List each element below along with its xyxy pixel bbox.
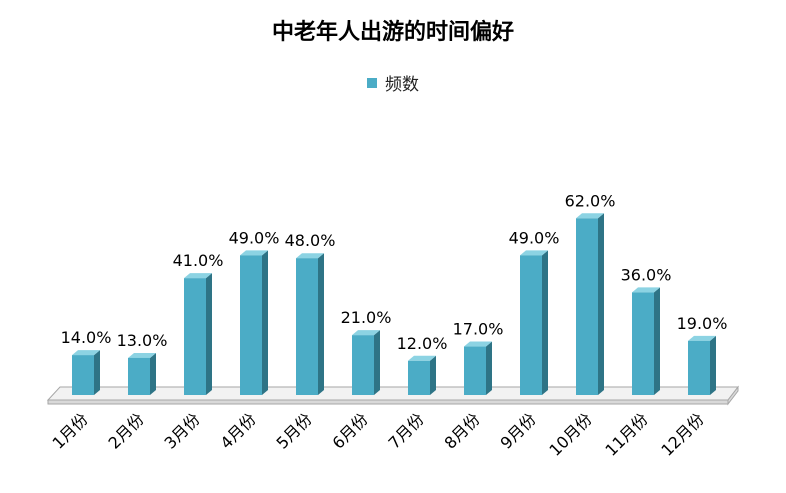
x-tick-label: 3月份 xyxy=(161,409,204,452)
bar-side xyxy=(318,253,324,395)
bar-top xyxy=(520,250,548,256)
bar xyxy=(576,218,598,395)
data-label: 13.0% xyxy=(117,331,168,350)
legend-swatch xyxy=(367,77,377,88)
bar-side xyxy=(206,273,212,395)
bar xyxy=(128,357,150,395)
data-label: 14.0% xyxy=(61,328,112,347)
bar-top xyxy=(632,287,660,293)
bar-top xyxy=(128,352,156,358)
x-tick-label: 12月份 xyxy=(657,409,707,459)
bar xyxy=(688,340,710,395)
floor-side xyxy=(727,385,739,406)
data-label: 12.0% xyxy=(397,334,448,353)
bar-top xyxy=(72,350,100,356)
x-tick-label: 8月份 xyxy=(441,409,484,452)
bar-side xyxy=(598,213,604,395)
bar-side xyxy=(94,350,100,395)
x-tick-label: 11月份 xyxy=(601,409,651,459)
x-tick-label: 4月份 xyxy=(217,409,260,452)
x-tick-label: 1月份 xyxy=(49,409,92,452)
bar xyxy=(520,255,542,395)
data-label: 48.0% xyxy=(285,231,336,250)
x-tick-label: 2月份 xyxy=(105,409,148,452)
bar xyxy=(72,355,94,395)
bar xyxy=(464,346,486,395)
bar-top xyxy=(240,250,268,256)
legend-label: 频数 xyxy=(385,75,419,95)
bar-top xyxy=(184,273,212,279)
legend: 频数 xyxy=(0,70,786,95)
bar-top xyxy=(688,335,716,341)
data-label: 62.0% xyxy=(565,191,616,210)
bar-top xyxy=(352,330,380,336)
bar-side xyxy=(430,355,436,395)
bar-side xyxy=(542,250,548,395)
bar xyxy=(352,335,374,395)
x-tick-label: 5月份 xyxy=(273,409,316,452)
bar-side xyxy=(374,330,380,395)
bar-top xyxy=(576,213,604,219)
data-label: 17.0% xyxy=(453,320,504,339)
x-tick-label: 6月份 xyxy=(329,409,372,452)
bar-side xyxy=(262,250,268,395)
chart-title: 中老年人出游的时间偏好 xyxy=(271,20,514,45)
bar xyxy=(296,258,318,395)
data-label: 41.0% xyxy=(173,251,224,270)
floor-front xyxy=(47,399,729,405)
bar xyxy=(632,292,654,395)
bar-side xyxy=(150,352,156,395)
data-label: 49.0% xyxy=(229,228,280,247)
bar-side xyxy=(654,287,660,395)
bar xyxy=(240,255,262,395)
data-label: 36.0% xyxy=(621,265,672,284)
bar xyxy=(184,278,206,395)
bar xyxy=(408,360,430,395)
bar-top xyxy=(464,341,492,347)
bar-side xyxy=(486,341,492,395)
x-tick-label: 10月份 xyxy=(545,409,595,459)
bar-side xyxy=(710,335,716,395)
data-label: 21.0% xyxy=(341,308,392,327)
bar-top xyxy=(296,253,324,259)
data-label: 49.0% xyxy=(509,228,560,247)
x-tick-label: 9月份 xyxy=(497,409,540,452)
x-tick-label: 7月份 xyxy=(385,409,428,452)
bar-top xyxy=(408,355,436,361)
data-label: 19.0% xyxy=(677,314,728,333)
